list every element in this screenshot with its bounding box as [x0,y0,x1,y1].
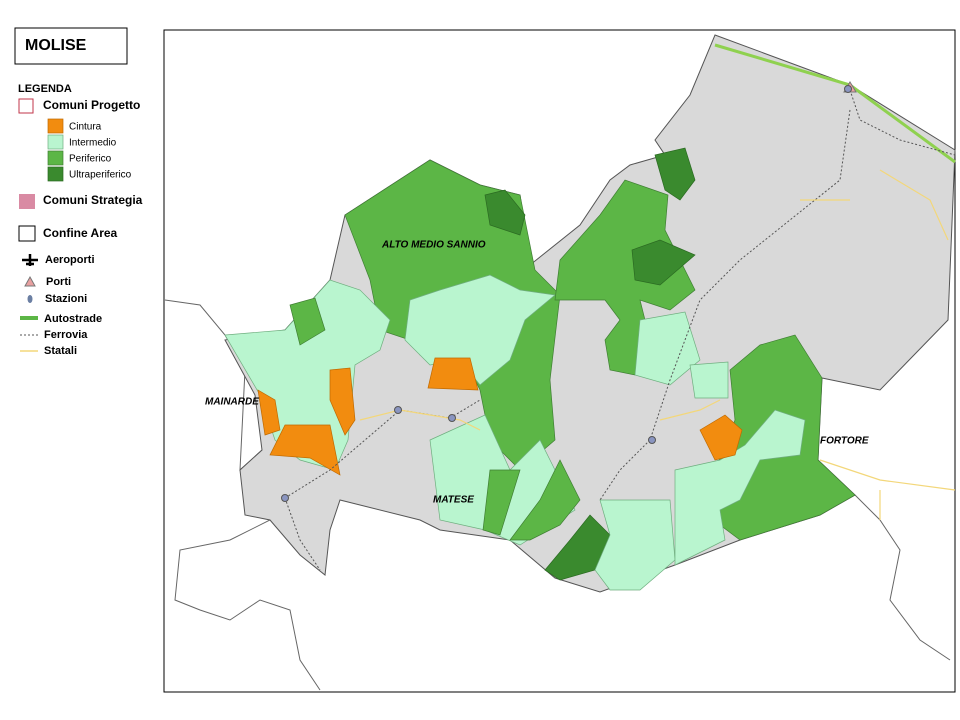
legend-item: Stazioni [45,293,87,305]
legend-item: Ferrovia [44,329,88,341]
legend-heading: LEGENDA [18,83,72,95]
railway [599,109,851,501]
municipality-area [289,297,326,346]
municipality-area [631,239,696,286]
legend-item: Comuni Strategia [43,193,143,207]
municipality-area [674,409,806,566]
legend-swatch [18,225,36,242]
area-label: MAINARDE [205,397,259,408]
legend-swatch [18,98,34,114]
station [281,494,289,502]
map: ALTO MEDIO SANNIO MAINARDE MATESE FORTOR… [164,34,956,691]
legend-icon [22,254,38,266]
legend-item: Ultraperiferico [69,170,132,181]
legend-item: Periferico [69,154,112,165]
legend-icon [24,275,36,287]
municipality-area [257,389,281,436]
municipality-area [594,499,676,591]
legend-swatch [19,194,35,209]
station [844,85,852,93]
title-box [14,27,128,65]
legend-item: Porti [46,276,71,288]
legend-item: Cintura [69,122,102,133]
state-road [359,169,956,520]
municipality-area [404,274,556,386]
legend-item: Autostrade [44,313,102,325]
municipality-area [482,469,521,536]
station [648,436,656,444]
municipality-area [509,459,581,541]
legend-item: Confine Area [43,226,118,240]
municipality-area [427,357,479,391]
outer-boundary [854,494,951,661]
municipality-area [699,414,743,461]
station [448,414,456,422]
legend-swatch [47,134,64,150]
legend-swatch [47,150,64,166]
legend-item: Statali [44,345,77,357]
legend-item: Aeroporti [45,254,95,266]
map-title: MOLISE [25,37,87,54]
legend-item: Comuni Progetto [43,98,140,112]
municipality-area [654,147,696,201]
municipality-area [689,361,729,399]
area-label: ALTO MEDIO SANNIO [381,240,486,251]
municipality-area [634,311,701,386]
municipality-area [329,367,356,436]
legend-item: Intermedio [69,138,117,149]
legend-icon [27,295,33,303]
area-label: MATESE [433,495,474,506]
area-label: FORTORE [820,436,869,447]
municipality-area [269,424,341,476]
railway [849,89,956,156]
legend-swatch [47,118,64,134]
legend: LEGENDA Comuni Progetto Cintura Intermed… [18,83,143,357]
station [394,406,402,414]
municipality-area [484,189,526,236]
legend-swatch [47,166,64,182]
